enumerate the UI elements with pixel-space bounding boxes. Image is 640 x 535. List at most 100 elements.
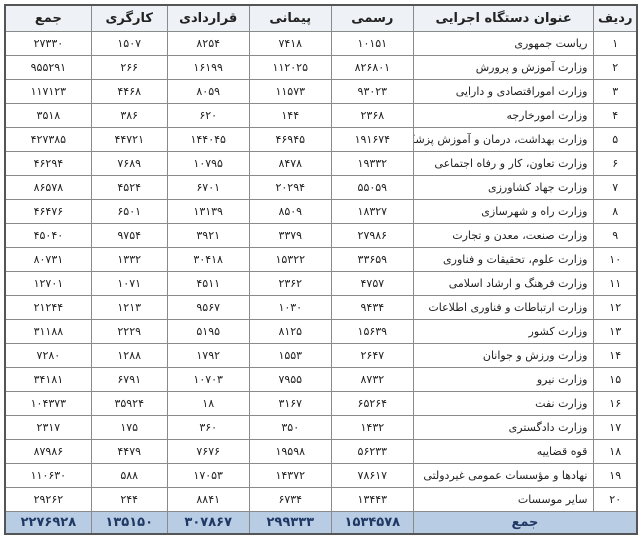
cell-total: ۳۱۱۸۸: [4, 319, 92, 344]
table-row: ۷ وزارت جهاد کشاورزی ۵۵۰۵۹ ۲۰۲۹۴ ۶۷۰۱ ۴۵۲۴ ۸۶۵…: [4, 175, 638, 200]
cell-contract: ۱۰۳۰: [248, 295, 332, 320]
cell-worker: ۹۷۵۴: [90, 223, 168, 248]
cell-name: وزارت ارتباطات و فناوری اطلاعات: [412, 295, 595, 320]
cell-worker: ۳۸۶: [90, 103, 168, 128]
cell-official: ۱۹۳۳۲: [330, 151, 414, 176]
table-row: ۹ وزارت صنعت، معدن و تجارت ۲۷۹۸۶ ۳۳۷۹ ۳۹۲۱ ۹۷…: [4, 223, 638, 248]
cell-worker: ۶۵۰۱: [90, 199, 168, 224]
table-row: ۲ وزارت آموزش و پرورش ۸۲۶۸۰۱ ۱۱۲۰۲۵ ۱۶۱۹۹ ۲۶۶…: [4, 55, 638, 80]
cell-official: ۱۳۴۴۳: [330, 487, 414, 512]
cell-n: ۱۰: [593, 247, 638, 272]
cell-contract: ۱۱۵۷۳: [248, 79, 332, 104]
cell-worker: ۴۴۷۹: [90, 439, 168, 464]
cell-contractual: ۶۲۰: [166, 103, 250, 128]
cell-contractual: ۳۰۴۱۸: [166, 247, 250, 272]
cell-n: ۱۴: [593, 343, 638, 368]
cell-n: ۱۳: [593, 319, 638, 344]
cell-n: ۹: [593, 223, 638, 248]
table-row: ۴ وزارت امورخارجه ۲۳۶۸ ۱۴۴ ۶۲۰ ۳۸۶ ۳۵۱۸: [4, 103, 638, 128]
cell-name: وزارت تعاون، کار و رفاه اجتماعی: [412, 151, 595, 176]
cell-contractual: ۵۱۹۵: [166, 319, 250, 344]
cell-n: ۶: [593, 151, 638, 176]
cell-contractual: ۳۶۰: [166, 415, 250, 440]
cell-n: ۱۵: [593, 367, 638, 392]
cell-official: ۶۵۲۶۴: [330, 391, 414, 416]
cell-total: ۴۶۲۹۴: [4, 151, 92, 176]
cell-contract: ۲۰۲۹۴: [248, 175, 332, 200]
cell-name: وزارت راه و شهرسازی: [412, 199, 595, 224]
table-row: ۶ وزارت تعاون، کار و رفاه اجتماعی ۱۹۳۳۲ ۸۴۷…: [4, 151, 638, 176]
cell-total: ۲۷۳۳۰: [4, 31, 92, 56]
table-row: ۱۳ وزارت کشور ۱۵۶۳۹ ۸۱۲۵ ۵۱۹۵ ۲۲۲۹ ۳۱۱۸۸: [4, 319, 638, 344]
cell-total: ۲۳۱۷: [4, 415, 92, 440]
cell-contract: ۱۴۳۷۲: [248, 463, 332, 488]
table-row: ۱۷ وزارت دادگستری ۱۴۳۲ ۳۵۰ ۳۶۰ ۱۷۵ ۲۳۱۷: [4, 415, 638, 440]
table-row: ۱۶ وزارت نفت ۶۵۲۶۴ ۳۱۶۷ ۱۸ ۳۵۹۲۴ ۱۰۴۳۷۳: [4, 391, 638, 416]
cell-worker: ۲۲۲۹: [90, 319, 168, 344]
table-row: ۵ وزارت بهداشت، درمان و آموزش پزشکی ۱۹۱۶۷۴…: [4, 127, 638, 152]
cell-official: ۹۳۰۲۳: [330, 79, 414, 104]
cell-contractual: ۸۲۵۴: [166, 31, 250, 56]
cell-total: ۸۶۵۷۸: [4, 175, 92, 200]
cell-official: ۱۴۳۲: [330, 415, 414, 440]
total-official: ۱۵۳۴۵۷۸: [330, 511, 414, 535]
cell-contractual: ۸۰۵۹: [166, 79, 250, 104]
table-row: ۱۹ نهادها و مؤسسات عمومی غیردولتی ۷۸۶۱۷ ۱۴۳…: [4, 463, 638, 488]
cell-n: ۲: [593, 55, 638, 80]
cell-contractual: ۹۵۶۷: [166, 295, 250, 320]
table-row: ۱۲ وزارت ارتباطات و فناوری اطلاعات ۹۴۳۴ ۱۰۳…: [4, 295, 638, 320]
cell-contractual: ۴۵۱۱: [166, 271, 250, 296]
cell-n: ۴: [593, 103, 638, 128]
cell-n: ۱: [593, 31, 638, 56]
cell-contract: ۱۴۴: [248, 103, 332, 128]
table-row: ۸ وزارت راه و شهرسازی ۱۸۳۲۷ ۸۵۰۹ ۱۳۱۳۹ ۶۵۰۱ ۴۶…: [4, 199, 638, 224]
cell-n: ۱۶: [593, 391, 638, 416]
cell-official: ۵۵۰۵۹: [330, 175, 414, 200]
table-row: ۱۱ وزارت فرهنگ و ارشاد اسلامی ۴۷۵۷ ۲۳۶۲ ۴۵۱۱…: [4, 271, 638, 296]
cell-name: نهادها و مؤسسات عمومی غیردولتی: [412, 463, 595, 488]
cell-name: وزارت علوم، تحقیقات و فناوری: [412, 247, 595, 272]
cell-n: ۸: [593, 199, 638, 224]
total-total: ۲۲۷۶۹۲۸: [4, 511, 92, 535]
cell-contractual: ۸۸۴۱: [166, 487, 250, 512]
cell-contract: ۱۵۳۲۲: [248, 247, 332, 272]
cell-n: ۷: [593, 175, 638, 200]
cell-total: ۲۹۲۶۲: [4, 487, 92, 512]
cell-worker: ۷۶۸۹: [90, 151, 168, 176]
cell-worker: ۳۵۹۲۴: [90, 391, 168, 416]
cell-worker: ۱۷۵: [90, 415, 168, 440]
cell-official: ۵۶۲۳۳: [330, 439, 414, 464]
total-row: جمع ۱۵۳۴۵۷۸ ۲۹۹۳۳۳ ۳۰۷۸۶۷ ۱۳۵۱۵۰ ۲۲۷۶۹۲۸: [4, 511, 638, 535]
cell-contract: ۷۹۵۵: [248, 367, 332, 392]
cell-official: ۷۸۶۱۷: [330, 463, 414, 488]
cell-name: وزارت فرهنگ و ارشاد اسلامی: [412, 271, 595, 296]
total-worker: ۱۳۵۱۵۰: [90, 511, 168, 535]
cell-n: ۵: [593, 127, 638, 152]
cell-name: وزارت آموزش و پرورش: [412, 55, 595, 80]
cell-official: ۱۵۶۳۹: [330, 319, 414, 344]
employees-table: ردیف عنوان دستگاه اجرایی رسمی پیمانی قرا…: [4, 4, 638, 535]
cell-name: قوه قضاییه: [412, 439, 595, 464]
cell-worker: ۴۴۷۲۱: [90, 127, 168, 152]
cell-total: ۲۱۲۴۴: [4, 295, 92, 320]
cell-contract: ۸۴۷۸: [248, 151, 332, 176]
cell-name: وزارت نفت: [412, 391, 595, 416]
cell-contract: ۸۵۰۹: [248, 199, 332, 224]
cell-n: ۲۰: [593, 487, 638, 512]
cell-total: ۱۰۴۳۷۳: [4, 391, 92, 416]
cell-n: ۱۲: [593, 295, 638, 320]
cell-official: ۹۴۳۴: [330, 295, 414, 320]
cell-official: ۲۳۶۸: [330, 103, 414, 128]
cell-worker: ۴۵۲۴: [90, 175, 168, 200]
cell-total: ۱۲۷۰۱: [4, 271, 92, 296]
cell-contract: ۶۷۳۴: [248, 487, 332, 512]
header-row-number: ردیف: [593, 4, 638, 32]
cell-contractual: ۱۰۷۰۳: [166, 367, 250, 392]
header-contract: پیمانی: [248, 4, 332, 32]
cell-contract: ۱۹۵۹۸: [248, 439, 332, 464]
cell-worker: ۲۶۶: [90, 55, 168, 80]
cell-total: ۴۲۷۳۸۵: [4, 127, 92, 152]
cell-contract: ۳۵۰: [248, 415, 332, 440]
cell-contract: ۲۳۶۲: [248, 271, 332, 296]
cell-name: وزارت صنعت، معدن و تجارت: [412, 223, 595, 248]
